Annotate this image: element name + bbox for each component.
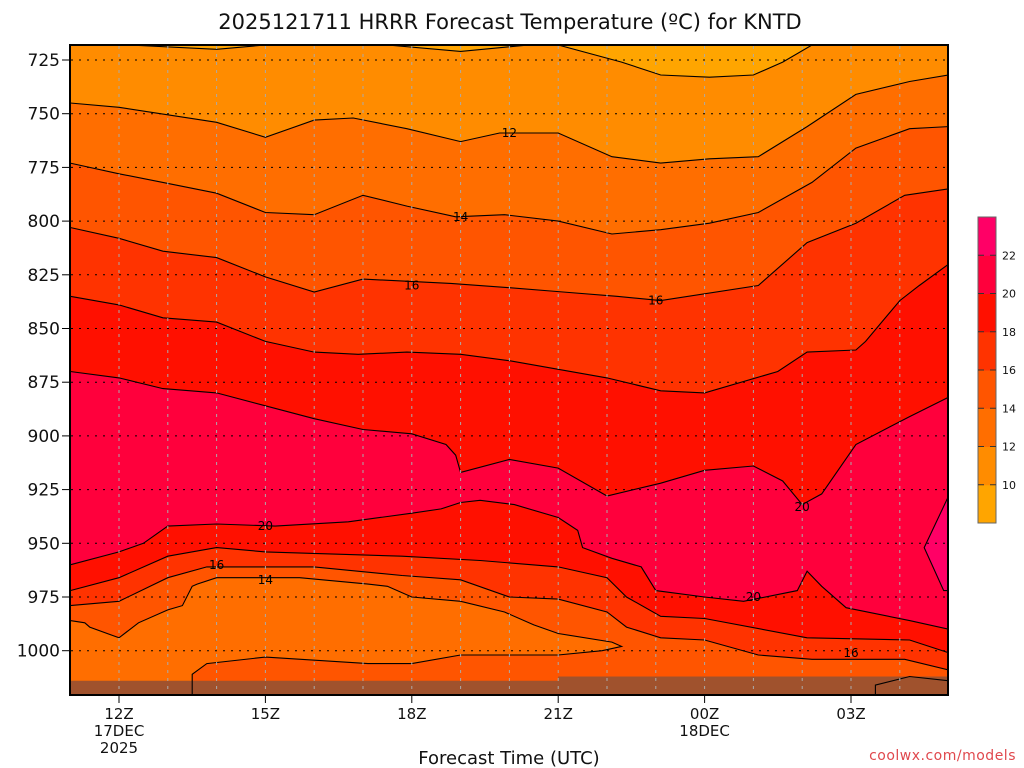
isotherm-line-lower_14: [70, 577, 624, 695]
plot-frame: [69, 44, 949, 696]
colorbar-label: 10: [1002, 479, 1016, 492]
contour-label: 14: [258, 573, 273, 587]
axes: 725 750 775 800 825 850 875 900 925 950 975 1000 12Z…: [17, 51, 866, 757]
colorbar-label: 20: [1002, 288, 1016, 301]
colorbar-label: 22: [1002, 249, 1016, 262]
colorbar-swatch: [978, 331, 996, 371]
contour-label: 20: [746, 590, 761, 604]
colorbar-swatch: [978, 370, 996, 409]
colorbar-swatch: [978, 408, 996, 447]
colorbar-label: 12: [1002, 441, 1016, 454]
contour-fill-warm_22: [924, 497, 948, 591]
isotherm-line-upper_14: [70, 126, 948, 235]
isotherm-line-upper_20: [70, 370, 948, 506]
x-tick-label: 17DEC: [94, 722, 145, 740]
watermark: coolwx.com/models: [869, 748, 1016, 764]
x-tick-label: 12Z: [104, 705, 133, 723]
colorbar-swatch: [978, 217, 996, 256]
x-tick-label: 21Z: [544, 705, 573, 723]
isotherm-line-lower_20: [70, 499, 948, 630]
y-tick-label: 925: [28, 481, 60, 501]
x-tick-label: 15Z: [251, 705, 280, 723]
contour-fill-top_10a: [558, 45, 812, 78]
isotherm-line-warm_22: [923, 495, 948, 592]
isotherm-line-upper_12: [70, 74, 948, 164]
x-tick-label: 18Z: [397, 705, 426, 723]
contour-label: 20: [795, 500, 810, 514]
contour-label: 16: [648, 294, 663, 308]
colorbar-swatch: [978, 446, 996, 486]
contour-fill-top_10c: [387, 45, 529, 52]
colorbar: 10 12 14 16 18 20 22: [977, 216, 1016, 524]
x-tick-label: 18DEC: [679, 722, 730, 740]
colorbar-label: 16: [1002, 364, 1016, 377]
colorbar-label: 18: [1002, 326, 1016, 339]
contour-label: 16: [843, 646, 858, 660]
colorbar-label: 14: [1002, 402, 1016, 415]
ground-surface: [70, 676, 948, 695]
y-tick-label: 975: [28, 588, 60, 608]
chart-title: 2025121711 HRRR Forecast Temperature (ºC…: [218, 10, 801, 34]
contour-fill-top_10b: [128, 45, 266, 50]
y-tick-label: 950: [28, 534, 60, 554]
colorbar-swatch: [978, 484, 996, 524]
x-tick-label: 2025: [100, 739, 138, 757]
y-tick-label: 800: [28, 212, 60, 232]
y-tick-label: 875: [28, 373, 60, 393]
x-tick-label: 00Z: [690, 705, 719, 723]
y-tick-label: 825: [28, 266, 60, 286]
y-tick-label: 1000: [17, 642, 60, 662]
x-tick-label: 03Z: [836, 705, 865, 723]
contour-label: 12: [502, 126, 517, 140]
y-tick-label: 775: [28, 158, 60, 178]
contour-label: 16: [209, 558, 224, 572]
y-tick-label: 850: [28, 320, 60, 340]
colorbar-swatch: [978, 255, 996, 294]
isotherm-line-top_10a: [558, 45, 813, 78]
colorbar-swatch: [978, 293, 996, 333]
isotherm-line-top_10b: [128, 45, 266, 50]
y-tick-label: 750: [28, 105, 60, 125]
y-tick-label: 725: [28, 51, 60, 71]
x-axis-label: Forecast Time (UTC): [418, 748, 599, 768]
isotherm-line-surface_14: [874, 675, 948, 695]
y-tick-label: 900: [28, 427, 60, 447]
contour-label: 16: [404, 279, 419, 293]
